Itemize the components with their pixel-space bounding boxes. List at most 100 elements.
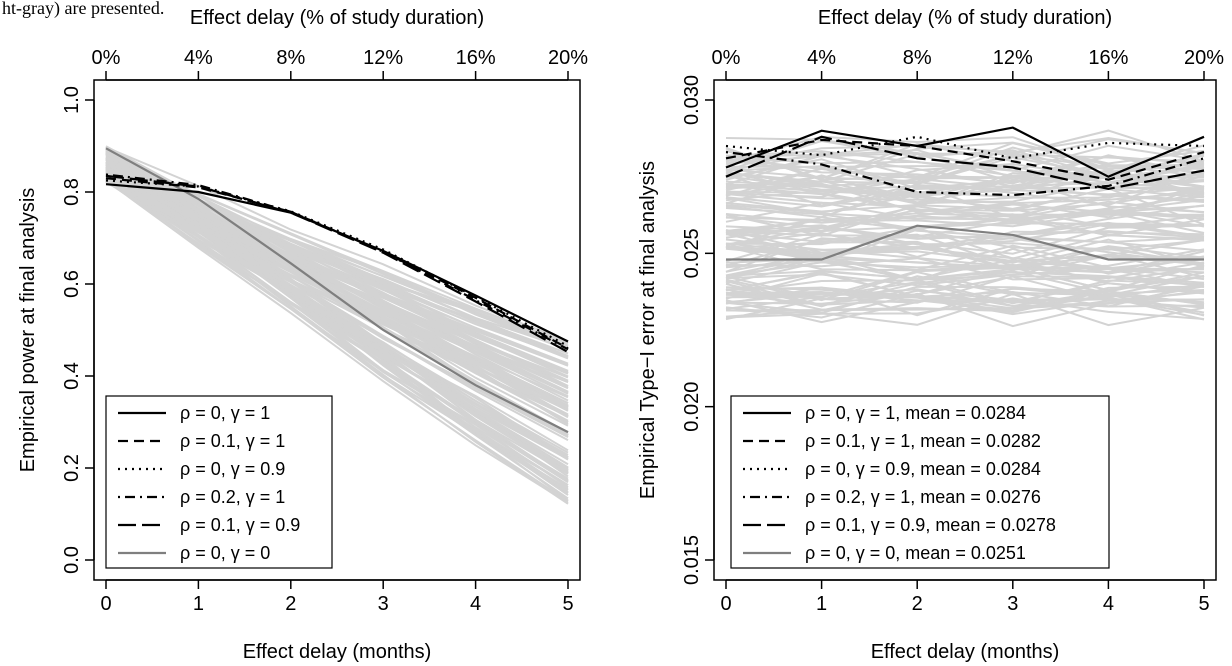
background-curve bbox=[725, 230, 1205, 266]
background-curve bbox=[725, 185, 1205, 212]
x2-tick-label: 8% bbox=[903, 47, 932, 69]
x2-tick-label: 12% bbox=[363, 47, 403, 69]
y-tick-label: 1.0 bbox=[61, 86, 83, 114]
background-curve bbox=[105, 179, 569, 504]
background-curve bbox=[725, 135, 1205, 170]
background-curve bbox=[105, 169, 569, 358]
y-tick-label: 0.2 bbox=[61, 454, 83, 482]
background-curves bbox=[725, 129, 1205, 328]
background-curve bbox=[725, 240, 1205, 271]
x-tick-label: 5 bbox=[1198, 593, 1209, 615]
series-line bbox=[105, 174, 569, 354]
legend-label: ρ = 0, γ = 0, mean = 0.0251 bbox=[805, 543, 1026, 563]
background-curve bbox=[725, 219, 1205, 243]
background-curve bbox=[725, 143, 1205, 181]
y-tick-label: 0.0 bbox=[61, 546, 83, 574]
y-tick-label: 0.015 bbox=[681, 535, 703, 585]
background-curve bbox=[105, 152, 569, 351]
background-curve bbox=[725, 281, 1205, 310]
background-curve bbox=[725, 174, 1205, 201]
background-curve bbox=[105, 158, 569, 367]
caption-fragment: ht-gray) are presented. bbox=[2, 0, 164, 19]
x-tick-label: 4 bbox=[1103, 593, 1114, 615]
legend: ρ = 0, γ = 1, mean = 0.0284 ρ = 0.1, γ = … bbox=[730, 395, 1110, 569]
legend-label: ρ = 0.2, γ = 1, mean = 0.0276 bbox=[805, 487, 1041, 507]
x2-axis-title: Effect delay (% of study duration) bbox=[818, 7, 1112, 29]
x2-tick-label: 16% bbox=[1088, 47, 1128, 69]
background-curve bbox=[105, 175, 569, 438]
series-line bbox=[105, 173, 569, 351]
background-curve bbox=[725, 244, 1205, 281]
background-curve bbox=[725, 216, 1205, 249]
series-line bbox=[105, 183, 569, 343]
background-curve bbox=[105, 177, 569, 452]
x-axis: 0 1 2 3 4 5 Effect delay (months) bbox=[720, 579, 1210, 663]
x-tick-label: 0 bbox=[720, 593, 731, 615]
x-tick-label: 5 bbox=[562, 593, 573, 615]
y-axis: 0.0 0.2 0.4 0.6 0.8 1.0 Empirical power at fin… bbox=[17, 86, 95, 574]
power-chart: 0 1 2 3 4 5 Effect delay (months) 0% 4% 8% 12% 16% 2… bbox=[17, 7, 588, 663]
x-axis-title: Effect delay (months) bbox=[243, 641, 432, 663]
y-tick-label: 0.030 bbox=[681, 75, 703, 125]
x-tick-label: 2 bbox=[285, 593, 296, 615]
background-curve bbox=[105, 158, 569, 348]
legend-box bbox=[730, 395, 1110, 569]
x2-tick-label: 12% bbox=[993, 47, 1033, 69]
series-line bbox=[725, 126, 1205, 178]
series-line bbox=[726, 224, 1204, 261]
x2-tick-label: 0% bbox=[712, 47, 741, 69]
series-lines bbox=[725, 126, 1205, 261]
background-curve bbox=[105, 177, 569, 503]
background-curve bbox=[725, 279, 1205, 305]
y-tick-label: 0.8 bbox=[61, 178, 83, 206]
background-curve bbox=[105, 168, 569, 410]
background-curve bbox=[105, 167, 569, 344]
background-curve bbox=[725, 207, 1205, 230]
y-axis-title: Empirical power at final analysis bbox=[17, 188, 39, 473]
x2-tick-label: 20% bbox=[1184, 47, 1224, 69]
x-tick-label: 1 bbox=[193, 593, 204, 615]
y-tick-label: 0.025 bbox=[681, 228, 703, 278]
x2-tick-label: 20% bbox=[548, 47, 588, 69]
x-tick-label: 1 bbox=[816, 593, 827, 615]
series-line bbox=[725, 135, 1205, 191]
type1-error-chart: 0 1 2 3 4 5 Effect delay (months) 0% 4% 8% 12% 16% 2… bbox=[637, 7, 1224, 663]
legend-label: ρ = 0, γ = 1 bbox=[180, 403, 270, 423]
legend-label: ρ = 0, γ = 1, mean = 0.0284 bbox=[805, 403, 1026, 423]
x-axis: 0 1 2 3 4 5 Effect delay (months) bbox=[100, 579, 574, 663]
legend-label: ρ = 0, γ = 0.9 bbox=[180, 459, 285, 479]
x2-tick-label: 8% bbox=[276, 47, 305, 69]
background-curve bbox=[725, 195, 1205, 229]
background-curve bbox=[105, 146, 569, 342]
x2-tick-label: 16% bbox=[456, 47, 496, 69]
y-axis: 0.015 0.020 0.025 0.030 Empirical Type−I err… bbox=[637, 75, 715, 585]
x-tick-label: 2 bbox=[912, 593, 923, 615]
background-curve bbox=[725, 208, 1205, 232]
y-axis-title: Empirical Type−I error at final analysis bbox=[637, 161, 659, 499]
series-line bbox=[105, 177, 569, 350]
background-curve bbox=[105, 158, 569, 475]
x2-tick-label: 0% bbox=[92, 47, 121, 69]
y-tick-label: 0.6 bbox=[61, 270, 83, 298]
background-curve bbox=[725, 154, 1205, 188]
x-axis-title: Effect delay (months) bbox=[871, 641, 1060, 663]
x-tick-label: 0 bbox=[100, 593, 111, 615]
background-curve bbox=[725, 255, 1205, 280]
x2-axis-title: Effect delay (% of study duration) bbox=[190, 7, 484, 29]
series-line bbox=[725, 151, 1205, 197]
series-lines bbox=[105, 147, 569, 434]
x-tick-label: 4 bbox=[470, 593, 481, 615]
x-tick-label: 3 bbox=[378, 593, 389, 615]
legend-label: ρ = 0.2, γ = 1 bbox=[180, 487, 285, 507]
background-curve bbox=[725, 230, 1205, 257]
x2-tick-label: 4% bbox=[807, 47, 836, 69]
x-tick-label: 3 bbox=[1007, 593, 1018, 615]
legend-label: ρ = 0.1, γ = 1 bbox=[180, 431, 285, 451]
x2-axis: 0% 4% 8% 12% 16% 20% Effect delay (% of study … bbox=[92, 7, 588, 81]
legend-label: ρ = 0, γ = 0 bbox=[180, 543, 270, 563]
y-tick-label: 0.020 bbox=[681, 382, 703, 432]
background-curve bbox=[725, 293, 1205, 327]
background-curve bbox=[105, 152, 569, 408]
background-curve bbox=[725, 172, 1205, 205]
